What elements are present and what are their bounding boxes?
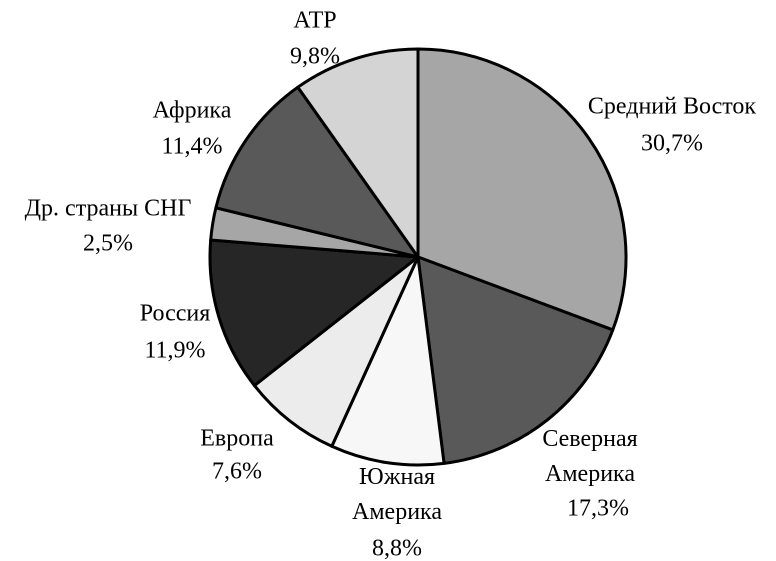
slice-value-label: 11,9% — [144, 338, 205, 364]
pie-slice — [330, 255, 446, 467]
slice-label: Европа — [200, 426, 274, 452]
slice-label: АТР — [293, 8, 336, 34]
slice-label: Южная Америка — [352, 464, 442, 525]
slice-label: Россия — [140, 301, 211, 327]
slice-label: Др. страны СНГ — [25, 196, 192, 222]
pie-slice — [252, 255, 420, 448]
pie-slice — [214, 85, 420, 259]
slice-value-label: 7,6% — [212, 459, 262, 485]
slice-value-label: 2,5% — [83, 231, 133, 257]
pie-slice — [208, 238, 420, 388]
slice-value-label: 8,8% — [372, 536, 422, 561]
slice-value-label: 17,3% — [567, 496, 629, 522]
slice-value-label: 30,7% — [641, 131, 703, 157]
slice-value-label: 9,8% — [290, 44, 340, 70]
pie-slice — [416, 47, 628, 332]
slice-label: Северная Америка — [542, 426, 637, 487]
slice-label: Африка — [153, 98, 232, 124]
slice-value-label: 11,4% — [161, 134, 222, 160]
pie-slice — [416, 255, 615, 465]
slice-label: Средний Восток — [588, 94, 757, 120]
pie-slice — [296, 47, 420, 259]
